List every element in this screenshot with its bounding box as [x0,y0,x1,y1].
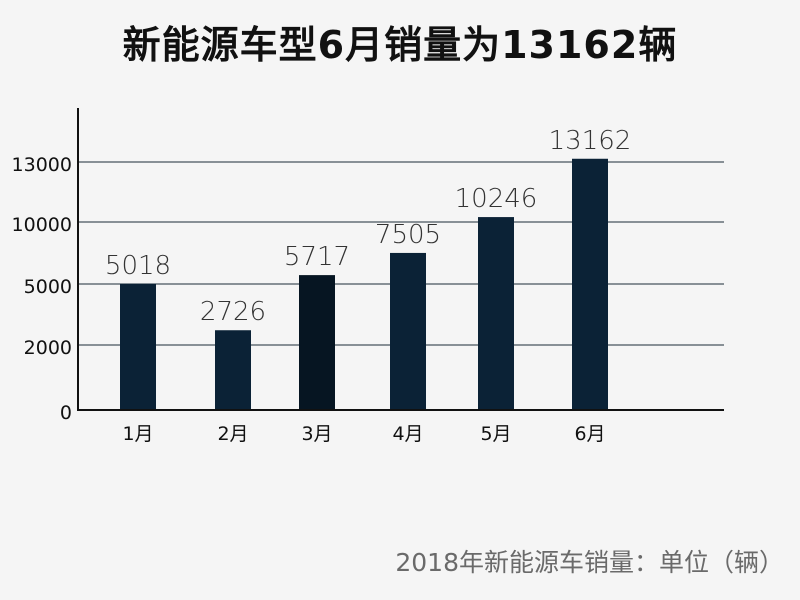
y-tick-label: 10000 [12,214,72,236]
bar [120,283,156,410]
bar-value-label: 5018 [105,251,171,281]
bar [572,158,608,410]
bar-value-label: 2726 [200,297,266,327]
x-tick-label: 2月 [217,423,248,445]
x-tick-label: 1月 [122,423,153,445]
bar [299,275,335,410]
bar-value-label: 5717 [284,242,350,272]
x-tick-label: 6月 [574,423,605,445]
bar-value-label: 10246 [455,184,538,214]
y-tick-label: 2000 [24,337,72,359]
y-tick-label: 5000 [24,276,72,298]
bar [215,330,251,410]
y-tick-label: 0 [60,402,72,424]
bar-value-label: 7505 [375,220,441,250]
x-tick-label: 4月 [392,423,423,445]
bar [390,252,426,410]
x-tick-label: 3月 [301,423,332,445]
bar-value-label: 13162 [549,126,632,156]
y-tick-label: 13000 [12,154,72,176]
chart-title: 新能源车型6月销量为13162辆 [122,23,678,67]
unit-note: 2018年新能源车销量：单位（辆） [395,548,784,577]
bar [478,217,514,410]
x-tick-label: 5月 [480,423,511,445]
